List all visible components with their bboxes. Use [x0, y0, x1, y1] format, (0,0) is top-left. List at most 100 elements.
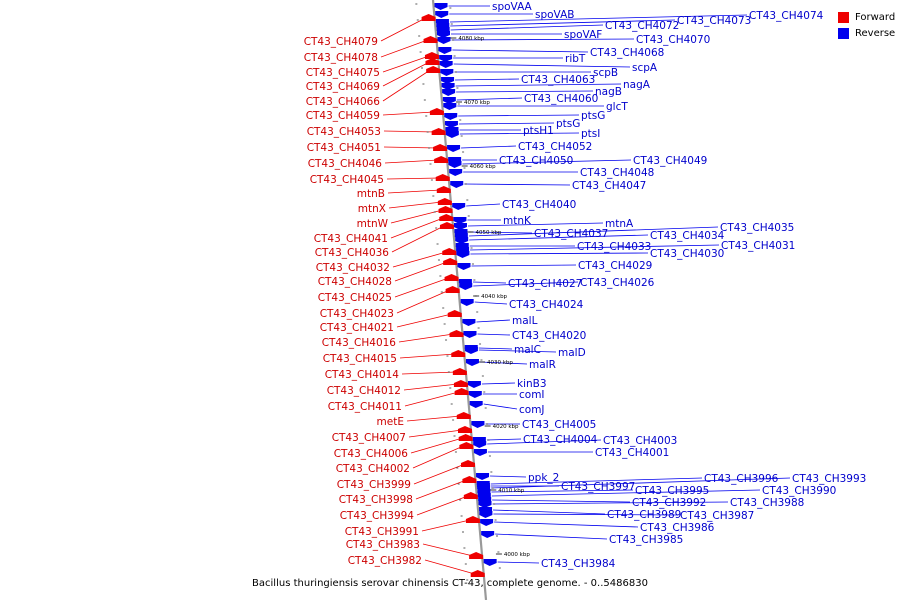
- label-connectors: [380, 5, 791, 575]
- gene-arrow-reverse: [473, 441, 487, 448]
- gene-arrow-reverse: [479, 511, 493, 518]
- position-tick-label: 4040 kbp: [481, 294, 507, 300]
- connector-forward: [412, 445, 464, 469]
- gene-arrow-reverse: [450, 181, 464, 188]
- gene-arrow-reverse: [480, 519, 494, 526]
- position-tick-label: 4070 kbp: [464, 100, 490, 106]
- gene-label-reverse: CT43_CH4048: [580, 167, 654, 179]
- gene-label-forward: mtnB: [357, 188, 385, 200]
- gene-arrow-forward: [425, 58, 440, 65]
- connector-reverse: [467, 222, 604, 227]
- gene-arrow-reverse: [453, 217, 467, 224]
- gene-label-reverse: spoVAA: [492, 1, 533, 13]
- connector-reverse: [452, 49, 589, 53]
- position-ticks: 4080 kbp 4070 kbp 4060 kbp 4050 kbp 4040 kbp…: [415, 3, 530, 585]
- gene-arrow-forward: [463, 492, 478, 499]
- connector-reverse: [462, 159, 632, 165]
- gene-arrow-reverse: [443, 103, 457, 110]
- connector-reverse: [491, 489, 634, 493]
- gene-arrow-reverse: [460, 299, 474, 306]
- gene-label-forward: CT43_CH4053: [307, 126, 381, 138]
- connector-forward: [386, 177, 440, 180]
- gene-arrow-reverse: [481, 531, 495, 538]
- gene-arrow-reverse: [468, 391, 482, 398]
- connector-forward: [380, 17, 426, 42]
- connector-forward: [398, 333, 454, 343]
- gene-arrow-forward: [423, 36, 438, 43]
- gene-label-reverse: CT43_CH4004: [523, 434, 598, 446]
- connector-reverse: [470, 252, 649, 255]
- connector-reverse: [490, 477, 703, 485]
- gene-label-forward: CT43_CH4078: [304, 52, 378, 64]
- gene-label-forward: CT43_CH4021: [320, 322, 394, 334]
- gene-arrow-reverse: [465, 359, 479, 366]
- gene-arrow-forward: [449, 330, 464, 337]
- connector-reverse: [487, 439, 602, 445]
- gene-arrow-reverse: [448, 161, 462, 168]
- gene-label-reverse: comJ: [519, 404, 545, 416]
- gene-label-forward: CT43_CH3983: [346, 539, 420, 551]
- gene-label-reverse: CT43_CH4072: [605, 20, 679, 32]
- gene-arrow-reverse: [464, 347, 478, 354]
- gene-arrow-forward: [453, 380, 468, 387]
- connector-reverse: [471, 264, 577, 267]
- connector-reverse: [497, 561, 540, 564]
- gene-label-reverse: CT43_CH4003: [603, 435, 677, 447]
- forward-swatch: [838, 11, 849, 23]
- position-tick-label: 4050 kbp: [475, 230, 501, 236]
- position-tick-label: 4020 kbp: [493, 424, 519, 430]
- gene-label-forward: CT43_CH3982: [348, 555, 422, 567]
- gene-arrow-forward: [443, 258, 458, 265]
- connector-forward: [387, 189, 441, 194]
- gene-arrow-reverse: [469, 401, 483, 408]
- gene-label-reverse: CT43_CH4027: [508, 278, 582, 290]
- connector-reverse: [477, 333, 511, 336]
- gene-arrow-reverse: [447, 145, 461, 152]
- gene-arrow-reverse: [439, 55, 453, 62]
- connector-reverse: [472, 281, 507, 284]
- gene-arrow-reverse: [445, 131, 459, 138]
- gene-label-forward: CT43_CH4059: [306, 110, 380, 122]
- gene-label-reverse: kinB3: [517, 378, 547, 390]
- gene-label-forward: CT43_CH4023: [320, 308, 394, 320]
- gene-label-forward: CT43_CH4041: [314, 233, 388, 245]
- gene-label-reverse: CT43_CH3997: [561, 481, 635, 493]
- connector-reverse: [493, 513, 679, 516]
- connector-reverse: [469, 234, 649, 241]
- gene-arrow-forward: [439, 214, 454, 221]
- gene-arrow-forward: [429, 108, 444, 115]
- gene-arrow-reverse: [453, 223, 467, 230]
- gene-label-reverse: ptsH1: [523, 125, 554, 137]
- connector-reverse: [491, 489, 761, 497]
- gene-label-reverse: CT43_CH3989: [607, 509, 681, 521]
- connector-reverse: [449, 14, 748, 23]
- gene-label-reverse: CT43_CH4030: [650, 248, 724, 260]
- gene-label-reverse: CT43_CH4063: [521, 74, 595, 86]
- gene-arrow-forward: [444, 274, 459, 281]
- connector-reverse: [495, 533, 608, 540]
- connector-reverse: [468, 231, 533, 234]
- gene-label-reverse: mtnK: [503, 215, 532, 227]
- gene-label-reverse: CT43_CH4037: [534, 228, 608, 240]
- position-tick-label: 4060 kbp: [470, 164, 496, 170]
- gene-label-reverse: malL: [512, 315, 538, 327]
- gene-arrow-reverse: [476, 473, 490, 480]
- connector-reverse: [458, 122, 555, 125]
- gene-label-forward: CT43_CH4015: [323, 353, 397, 365]
- gene-label-reverse: scpA: [632, 62, 658, 74]
- gene-label-reverse: CT43_CH4024: [509, 299, 584, 311]
- connector-reverse: [456, 97, 523, 101]
- gene-label-forward: CT43_CH4014: [325, 369, 400, 381]
- gene-arrow-forward: [424, 52, 439, 59]
- gene-arrow-forward: [454, 388, 469, 395]
- genome-caption: Bacillus thuringiensis serovar chinensis…: [252, 578, 648, 589]
- gene-arrow-forward: [470, 570, 485, 577]
- connector-forward: [415, 479, 467, 500]
- gene-label-reverse: scpB: [593, 67, 618, 79]
- gene-arrow-forward: [434, 156, 449, 163]
- gene-label-reverse: CT43_CH4050: [499, 155, 573, 167]
- gene-label-reverse: CT43_CH3993: [792, 473, 866, 485]
- gene-label-forward: CT43_CH4075: [306, 67, 380, 79]
- gene-label-reverse: nagB: [595, 86, 622, 98]
- connector-reverse: [455, 83, 622, 87]
